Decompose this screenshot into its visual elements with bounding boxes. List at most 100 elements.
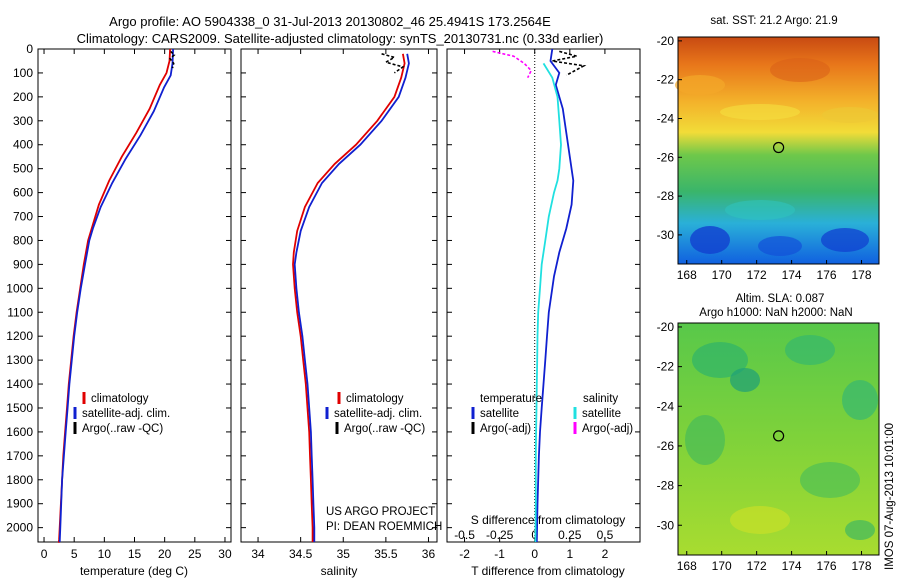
legend-label-sal-argo: Argo(-adj) — [582, 423, 633, 435]
map-y-tick-label: -28 — [657, 479, 675, 493]
map-x-tick-label: 176 — [817, 559, 837, 573]
x-tick-label: 35.5 — [374, 547, 398, 561]
sla-texture-8 — [845, 520, 875, 540]
map-x-tick-label: 172 — [747, 268, 767, 282]
sla-map-axis-ticks: 168 170 172 174 176 178 -20 -22 -24 -26 -28 -30 — [657, 320, 872, 573]
x-tick-label: 1 — [566, 547, 573, 561]
y-tick-label: 1900 — [6, 497, 33, 511]
y-tick-label: 1300 — [6, 353, 33, 367]
legend-label-sal-satellite: satellite — [582, 408, 621, 420]
map-y-tick-label: -22 — [657, 73, 675, 87]
map-y-tick-label: -24 — [657, 111, 675, 125]
sla-texture-5 — [685, 415, 725, 465]
x-tick-label: 5 — [71, 547, 78, 561]
map-y-tick-label: -26 — [657, 439, 675, 453]
difference-xlabel: T difference from climatology — [471, 564, 625, 578]
series-line-climatology — [292, 53, 406, 542]
temperature-series — [57, 48, 176, 543]
sst-texture-5 — [690, 226, 730, 254]
map-y-tick-label: -26 — [657, 150, 675, 164]
salinity-panel-frame — [240, 48, 438, 543]
x-tick-label: 25 — [188, 547, 202, 561]
sst-texture-8 — [725, 200, 795, 220]
legend-label-temp-argo: Argo(-adj) — [480, 423, 531, 435]
depth-axis-ticks: 0 100 200 300 400 500 600 700 800 900 1000 1100 1200… — [6, 42, 640, 535]
figure-title-line2: Climatology: CARS2009. Satellite-adjuste… — [77, 31, 604, 46]
series-line-argo-raw-qc- — [381, 53, 405, 74]
sst-texture-7 — [821, 228, 869, 252]
sst-map-title: sat. SST: 21.2 Argo: 21.9 — [710, 15, 837, 27]
y-tick-label: 1800 — [6, 473, 33, 487]
map-y-tick-label: -30 — [657, 518, 675, 532]
x-tick-label-top: -0.5 — [454, 528, 475, 542]
y-tick-label: 1600 — [6, 425, 33, 439]
map-y-tick-label: -20 — [657, 34, 675, 48]
series-line-satellite-adj-clim- — [293, 53, 410, 542]
sst-texture-2 — [770, 58, 830, 82]
temperature-panel-frame — [37, 48, 232, 543]
map-x-tick-label: 168 — [677, 559, 697, 573]
series-line-satellite — [534, 62, 562, 543]
salinity-legend: climatology satellite-adj. clim. Argo(..… — [325, 392, 425, 435]
map-y-tick-label: -20 — [657, 320, 675, 334]
temperature-legend: climatology satellite-adj. clim. Argo(..… — [73, 392, 170, 435]
series-line-argo-adj- — [552, 50, 587, 77]
series-line-satellite — [535, 48, 575, 543]
map-x-tick-label: 178 — [852, 559, 872, 573]
y-tick-label: 1400 — [6, 377, 33, 391]
map-x-tick-label: 172 — [747, 559, 767, 573]
difference-panel-frame — [446, 48, 641, 543]
salinity-axis-ticks: 34 34.5 35 35.5 36 — [251, 49, 435, 561]
x-tick-label-top: 0.25 — [558, 528, 582, 542]
x-tick-label: 2 — [602, 547, 609, 561]
y-tick-label: 700 — [13, 210, 33, 224]
sst-texture-3 — [720, 104, 800, 120]
map-x-tick-label: 170 — [712, 268, 732, 282]
y-tick-label: 1200 — [6, 329, 33, 343]
series-line-argo-raw-qc- — [169, 50, 176, 69]
map-y-tick-label: -30 — [657, 228, 675, 242]
salinity-xlabel: salinity — [321, 564, 358, 578]
difference-series — [492, 48, 587, 543]
legend-group-salinity: salinity — [583, 393, 618, 405]
map-x-tick-label: 168 — [677, 268, 697, 282]
x-tick-label-top: 0.5 — [597, 528, 614, 542]
sst-texture-6 — [758, 236, 802, 256]
series-line-argo-adj- — [492, 50, 533, 79]
sla-texture-1 — [692, 342, 748, 378]
x-tick-label: 20 — [158, 547, 172, 561]
y-tick-label: 0 — [26, 42, 33, 56]
difference-legend: temperature salinity satellite Argo(-adj… — [471, 393, 633, 435]
legend-label-climatology: climatology — [346, 393, 404, 405]
legend-label-argo: Argo(..raw -QC) — [344, 423, 425, 435]
map-x-tick-label: 174 — [782, 268, 802, 282]
temperature-axis-ticks: 0 5 10 15 20 25 30 — [41, 49, 232, 561]
map-y-tick-label: -28 — [657, 189, 675, 203]
x-tick-label: 10 — [98, 547, 112, 561]
y-tick-label: 1000 — [6, 281, 33, 295]
y-tick-label: 1500 — [6, 401, 33, 415]
sst-map-frame — [677, 36, 880, 265]
sst-argo-position-marker — [772, 141, 785, 154]
sla-texture-2 — [785, 335, 835, 365]
x-tick-label: 15 — [128, 547, 142, 561]
x-tick-label: -1 — [494, 547, 505, 561]
legend-label-satellite-adj: satellite-adj. clim. — [334, 408, 422, 420]
map-x-tick-label: 176 — [817, 268, 837, 282]
sst-map — [675, 36, 880, 265]
y-tick-label: 1700 — [6, 449, 33, 463]
legend-label-satellite-adj: satellite-adj. clim. — [82, 408, 170, 420]
map-x-tick-label: 178 — [852, 268, 872, 282]
y-tick-label: 1100 — [7, 305, 33, 319]
map-y-tick-label: -22 — [657, 360, 675, 374]
imos-timestamp: IMOS 07-Aug-2013 10:01:00 — [884, 423, 896, 570]
y-tick-label: 200 — [13, 90, 33, 104]
series-line-climatology — [57, 48, 171, 543]
sla-argo-position-marker — [772, 430, 785, 442]
x-tick-label: -2 — [459, 547, 470, 561]
legend-label-temp-satellite: satellite — [480, 408, 519, 420]
sst-map-axis-ticks: 168 170 172 174 176 178 -20 -22 -24 -26 -28 -30 — [657, 34, 872, 282]
map-x-tick-label: 174 — [782, 559, 802, 573]
sla-map-title-line2: Argo h1000: NaN h2000: NaN — [699, 307, 852, 319]
sla-texture-3 — [730, 368, 760, 392]
